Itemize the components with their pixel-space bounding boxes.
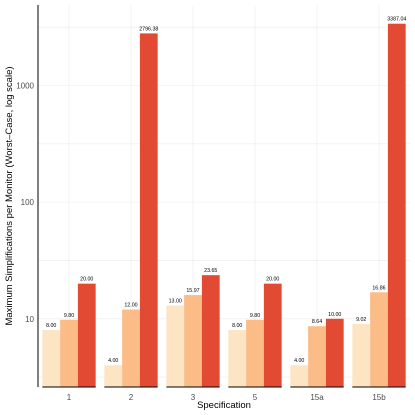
- y-axis-title: Maximum Simplifications per Monitor (Wor…: [4, 66, 15, 325]
- label-layer: 8.00 9.80 20.00 4.00 12.00 2796.38 13.00 15.97 2…: [46, 17, 406, 364]
- bar-value-label: 8.00: [232, 323, 242, 329]
- bar: [42, 330, 61, 387]
- bar: [263, 283, 282, 387]
- x-tick-labels: 1 2 3 5 15a 15b: [67, 393, 386, 402]
- bar: [290, 365, 309, 387]
- bar-value-label: 12.00: [124, 303, 137, 309]
- x-tick-label: 1: [67, 393, 72, 402]
- bar-value-label: 20.00: [80, 277, 93, 283]
- bar-value-label: 13.00: [169, 298, 182, 304]
- bar: [370, 292, 388, 387]
- bar-value-label: 23.65: [204, 268, 217, 274]
- x-tick-label: 3: [191, 393, 196, 402]
- bar-value-label: 15.97: [186, 288, 199, 294]
- bar-value-label: 9.02: [356, 317, 366, 323]
- bar: [352, 323, 371, 387]
- x-tick-label: 15b: [372, 393, 386, 402]
- bar: [60, 319, 78, 387]
- bar-value-label: 3387.04: [387, 17, 406, 23]
- bar-layer: [42, 23, 406, 388]
- bar: [77, 283, 96, 387]
- bar-value-label: 16.86: [372, 285, 385, 291]
- bar: [228, 330, 247, 387]
- x-tick-label: 5: [253, 393, 258, 402]
- bar-value-label: 10.00: [328, 312, 341, 318]
- y-tick-label: 10: [25, 315, 34, 324]
- bar-value-label: 20.00: [266, 277, 279, 283]
- bar-value-label: 9.80: [64, 313, 74, 319]
- bar: [184, 295, 202, 387]
- y-tick-labels: 10 100 1000: [16, 81, 34, 323]
- bar: [122, 309, 140, 387]
- bar: [104, 365, 123, 387]
- bar-value-label: 8.00: [46, 323, 56, 329]
- x-axis-title: Specification: [197, 400, 251, 411]
- bar-value-label: 4.00: [294, 358, 304, 364]
- x-tick-label: 15a: [310, 393, 324, 402]
- bar-value-label: 2796.38: [139, 26, 158, 32]
- bar: [325, 318, 344, 387]
- bar: [166, 305, 185, 387]
- bar-value-label: 9.80: [250, 313, 260, 319]
- bar: [387, 23, 406, 388]
- bar-value-label: 8.64: [312, 319, 322, 325]
- bar: [246, 319, 264, 387]
- x-tick-label: 2: [129, 393, 134, 402]
- bar: [201, 275, 220, 387]
- y-tick-label: 1000: [16, 81, 34, 90]
- bar-value-label: 4.00: [108, 358, 118, 364]
- bar: [308, 326, 326, 387]
- y-tick-label: 100: [21, 198, 35, 207]
- bar: [139, 33, 158, 387]
